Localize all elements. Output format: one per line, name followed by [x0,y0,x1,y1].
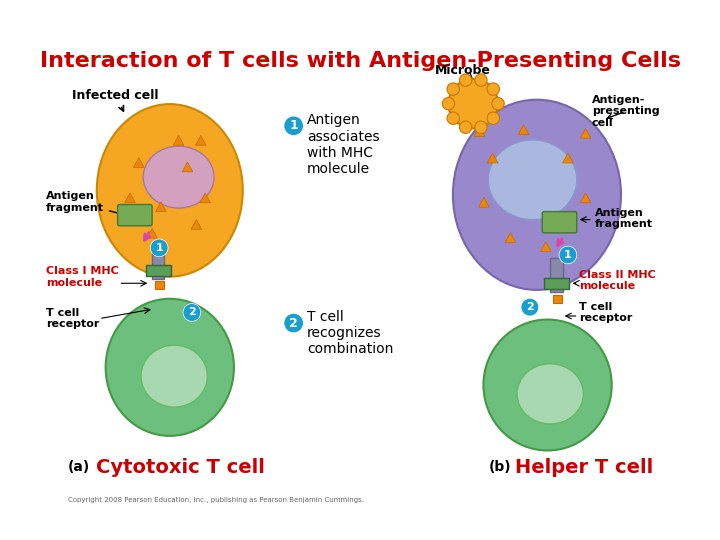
Ellipse shape [517,364,583,424]
Text: (b): (b) [488,460,511,474]
Text: 2: 2 [188,307,196,318]
Bar [550,259,562,292]
Ellipse shape [483,320,612,450]
Bar [152,245,164,279]
Ellipse shape [453,100,621,290]
Circle shape [492,98,504,110]
Polygon shape [182,162,193,172]
Bar [544,278,569,289]
Polygon shape [487,153,498,163]
Text: 1: 1 [156,243,163,253]
Polygon shape [505,233,516,242]
Polygon shape [580,129,591,138]
Text: Class II MHC
molecule: Class II MHC molecule [580,270,656,292]
Polygon shape [541,242,551,252]
Text: T cell
recognizes
combination: T cell recognizes combination [307,310,393,356]
Ellipse shape [488,140,577,220]
Text: Antigen-
presenting
cell: Antigen- presenting cell [592,95,660,128]
Text: Helper T cell: Helper T cell [515,458,653,477]
Text: Infected cell: Infected cell [73,89,159,111]
Text: Antigen
fragment: Antigen fragment [46,191,128,217]
Text: Antigen
associates
with MHC
molecule: Antigen associates with MHC molecule [307,113,379,176]
Circle shape [284,116,303,136]
Text: T cell
receptor: T cell receptor [580,302,633,323]
Circle shape [487,83,500,95]
Circle shape [474,121,487,133]
Polygon shape [125,193,135,202]
Polygon shape [479,198,489,207]
Circle shape [559,246,577,264]
Polygon shape [156,202,166,212]
Circle shape [447,83,459,95]
Ellipse shape [96,104,243,276]
Text: Class I MHC
molecule: Class I MHC molecule [46,266,119,288]
Polygon shape [200,193,210,202]
Circle shape [442,98,454,110]
Polygon shape [562,153,573,163]
Circle shape [447,112,459,124]
Ellipse shape [106,299,234,436]
Text: Microbe: Microbe [435,64,491,79]
Circle shape [459,121,472,133]
Text: T cell
receptor: T cell receptor [46,308,99,329]
FancyBboxPatch shape [542,212,577,233]
Polygon shape [558,220,569,229]
Bar [155,281,163,288]
Polygon shape [174,136,184,145]
FancyBboxPatch shape [117,205,152,226]
Text: Copyright 2008 Pearson Education, Inc., publishing as Pearson Benjamin Cummings.: Copyright 2008 Pearson Education, Inc., … [68,497,364,503]
Text: Antigen
fragment: Antigen fragment [595,208,652,230]
Ellipse shape [143,146,214,208]
Text: (a): (a) [68,460,90,474]
Circle shape [150,239,168,256]
Polygon shape [191,220,202,229]
Text: Cytotoxic T cell: Cytotoxic T cell [96,458,265,477]
Text: 1: 1 [564,250,572,260]
Circle shape [474,74,487,86]
Ellipse shape [141,345,207,407]
Circle shape [459,74,472,86]
Circle shape [284,313,303,333]
Polygon shape [195,136,206,145]
Bar [553,295,562,303]
Circle shape [183,303,201,321]
Text: 1: 1 [289,119,298,132]
Text: 2: 2 [289,316,298,329]
Polygon shape [580,193,591,202]
Polygon shape [518,125,529,134]
Polygon shape [133,158,144,167]
Circle shape [487,112,500,124]
Text: Interaction of T cells with Antigen-Presenting Cells: Interaction of T cells with Antigen-Pres… [40,51,680,71]
Circle shape [449,79,498,129]
Polygon shape [474,127,485,137]
Bar [146,265,171,276]
Text: 2: 2 [526,302,534,312]
Circle shape [521,298,539,316]
Polygon shape [147,228,158,238]
